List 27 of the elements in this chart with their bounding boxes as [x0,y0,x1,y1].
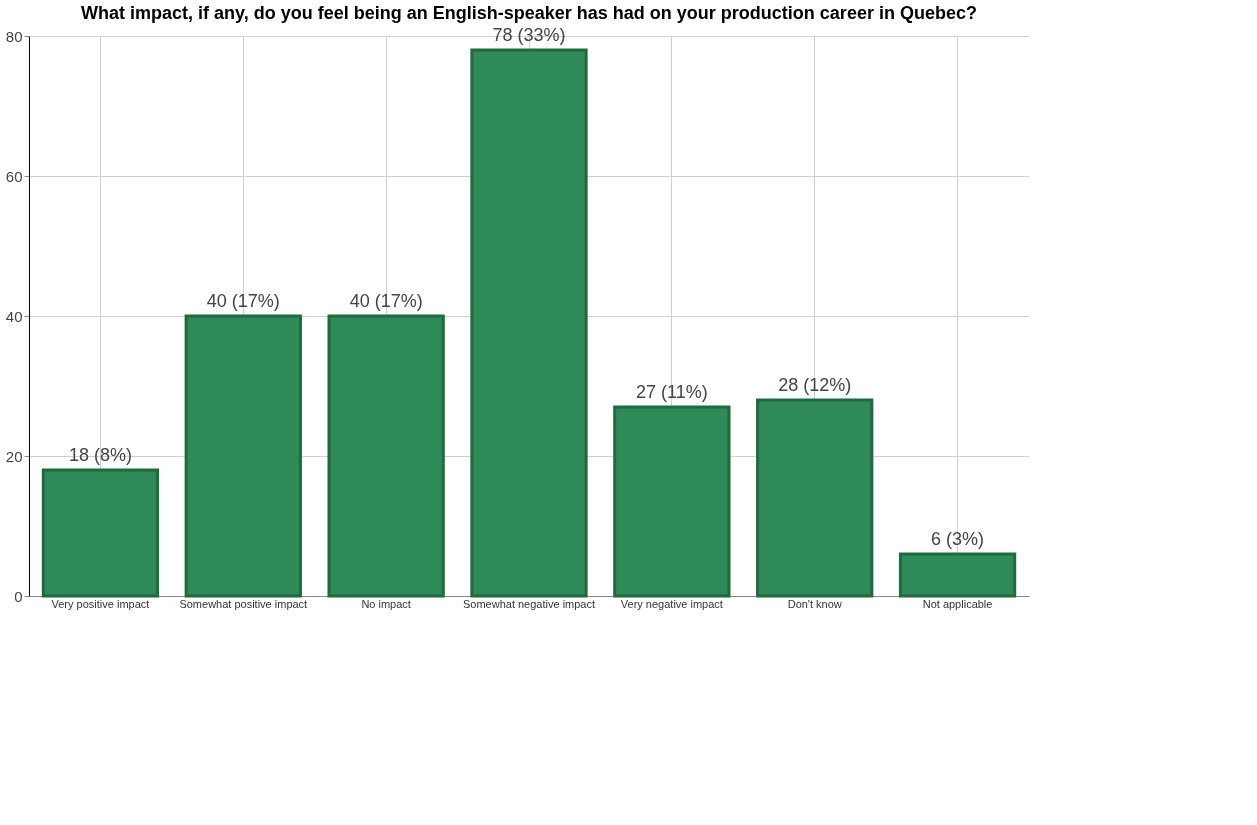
bar [613,405,731,598]
chart-title: What impact, if any, do you feel being an English-speaker has had on your production career in Quebec? [81,3,977,23]
x-tick-label: Not applicable [922,597,993,610]
data-label: 40 (17%) [206,291,280,311]
data-label: 6 (3%) [931,529,985,549]
x-tick-label: Very negative impact [620,597,723,610]
bar [327,314,445,598]
bar [41,468,160,598]
x-tick-label: Somewhat positive impact [179,597,308,610]
x-tick-label: Don't know [787,597,842,610]
y-tick-label: 20 [5,447,23,465]
bar [184,314,302,598]
x-tick-label: Very positive impact [51,597,150,610]
data-label: 28 (12%) [778,375,852,395]
bar [470,48,588,598]
y-tick-label: 80 [5,27,23,45]
y-tick-label: 40 [5,307,23,325]
x-tick-label: Somewhat negative impact [462,597,596,610]
y-tick-label: 60 [5,167,23,185]
y-tick-label: 0 [14,587,23,605]
bar [898,552,1017,598]
bar [756,398,874,598]
data-label: 78 (33%) [492,25,566,45]
data-label: 27 (11%) [636,382,708,402]
x-tick-label: No impact [361,597,411,610]
data-label: 40 (17%) [349,291,423,311]
data-label: 18 (8%) [68,445,132,465]
